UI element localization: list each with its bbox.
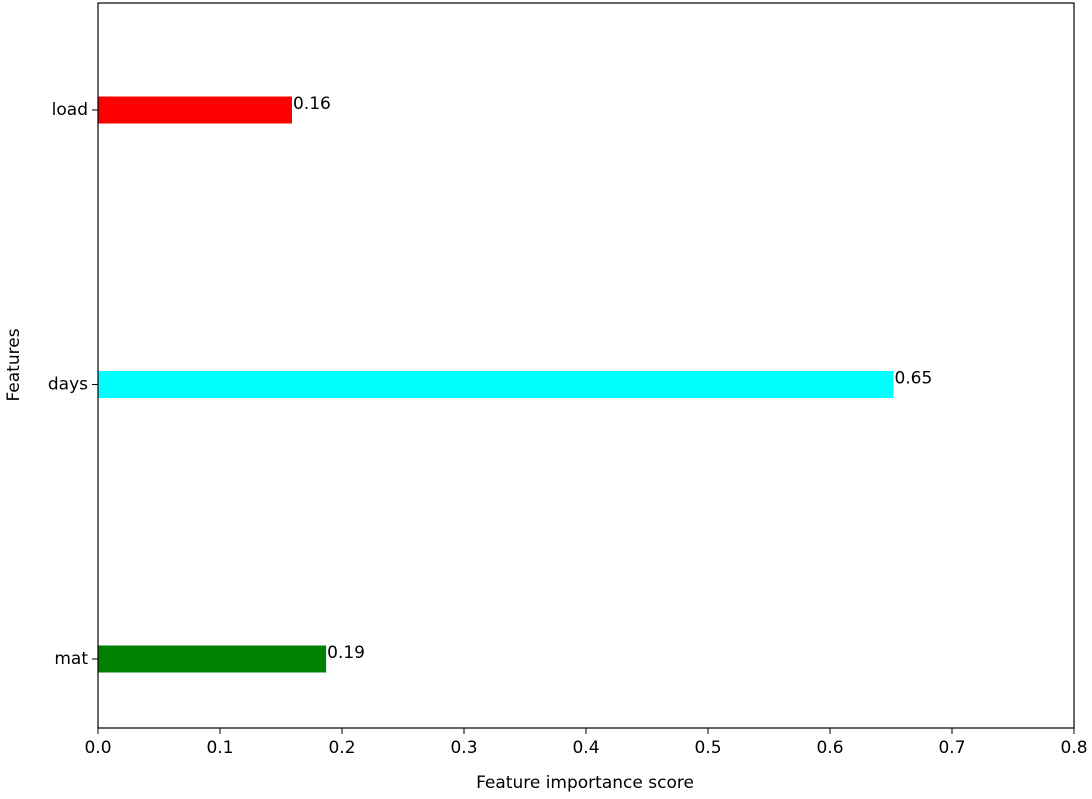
y-tick-label: load xyxy=(52,100,88,120)
bar xyxy=(98,371,894,398)
value-label: 0.65 xyxy=(894,369,932,389)
plot-frame xyxy=(97,2,1075,729)
y-tick-label: mat xyxy=(54,649,88,669)
x-tick-label: 0.3 xyxy=(450,738,477,758)
bar xyxy=(98,96,292,124)
y-axis-label: Features xyxy=(4,328,24,401)
x-tick-label: 0.5 xyxy=(694,738,721,758)
y-tick-label: days xyxy=(48,375,88,395)
value-label: 0.19 xyxy=(327,643,365,663)
x-tick-label: 0.4 xyxy=(572,738,599,758)
x-tick-label: 0.7 xyxy=(938,738,965,758)
x-axis-label: Feature importance score xyxy=(476,773,694,793)
x-tick-label: 0.0 xyxy=(84,738,111,758)
x-tick-label: 0.2 xyxy=(328,738,355,758)
value-label: 0.16 xyxy=(293,94,331,114)
x-tick-label: 0.6 xyxy=(816,738,843,758)
x-tick-label: 0.1 xyxy=(206,738,233,758)
x-tick-label: 0.8 xyxy=(1060,738,1087,758)
bar xyxy=(98,645,327,673)
